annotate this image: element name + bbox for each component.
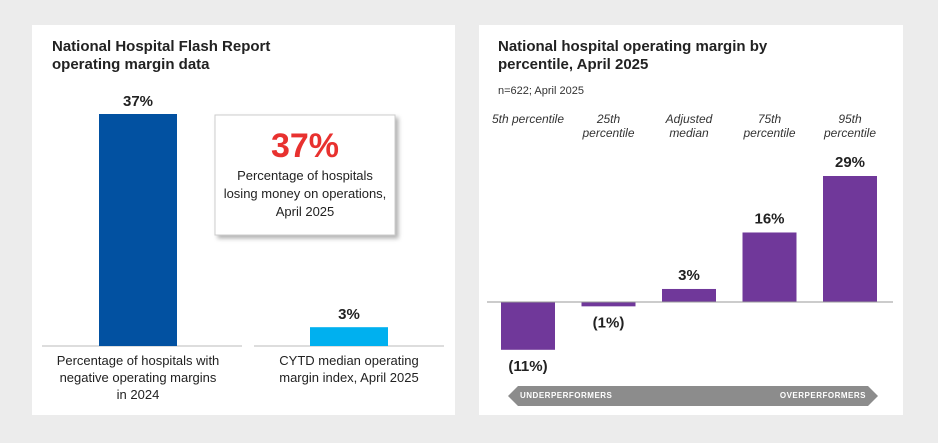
bar xyxy=(823,176,877,302)
value-label: 3% xyxy=(678,267,700,284)
bar xyxy=(501,302,555,350)
value-label: 3% xyxy=(338,306,360,323)
bar xyxy=(742,232,797,302)
category-label: Percentage of hospitals with negative op… xyxy=(56,353,220,402)
category-label-box: 75th percentile xyxy=(743,112,796,140)
chart-subtitle: n=622; April 2025 xyxy=(498,85,584,97)
category-label-box: 25th percentile xyxy=(582,112,635,140)
category-label-box: Percentage of hospitals with negative op… xyxy=(56,353,220,402)
chart-title-box: National hospital operating margin by pe… xyxy=(498,38,768,73)
callout-headline: 37% xyxy=(271,127,339,165)
performance-arrow xyxy=(508,386,878,406)
value-label: 29% xyxy=(835,154,865,171)
bar xyxy=(581,302,636,307)
callout-box xyxy=(214,114,396,236)
category-label: 5th percentile xyxy=(491,112,565,126)
bar xyxy=(662,288,716,302)
category-label-box: CYTD median operating margin index, Apri… xyxy=(279,353,419,385)
category-label: 75th percentile xyxy=(743,112,796,140)
arrow-label: UNDERPERFORMERS xyxy=(520,391,613,400)
value-label: 37% xyxy=(123,93,153,110)
category-label: 95th percentile xyxy=(823,112,877,140)
category-label-box: 5th percentile xyxy=(491,112,565,126)
bar xyxy=(99,114,177,346)
chart-title-box: National Hospital Flash Report operating… xyxy=(52,38,271,73)
category-label: CYTD median operating margin index, Apri… xyxy=(279,353,419,385)
category-label-box: 95th percentile xyxy=(823,112,877,140)
callout-text-box: Percentage of hospitals losing money on … xyxy=(223,168,387,219)
callout-text: Percentage of hospitals losing money on … xyxy=(223,168,387,219)
bar xyxy=(310,327,388,346)
value-label: 16% xyxy=(754,210,784,227)
category-label: Adjusted median xyxy=(665,112,713,140)
value-label: (11%) xyxy=(508,358,547,375)
chart-title: National Hospital Flash Report operating… xyxy=(52,38,271,73)
value-label: (1%) xyxy=(593,314,625,331)
category-label: 25th percentile xyxy=(582,112,635,140)
category-label-box: Adjusted median xyxy=(665,112,713,140)
chart-title: National hospital operating margin by pe… xyxy=(498,38,768,73)
arrow-label: OVERPERFORMERS xyxy=(780,391,866,400)
